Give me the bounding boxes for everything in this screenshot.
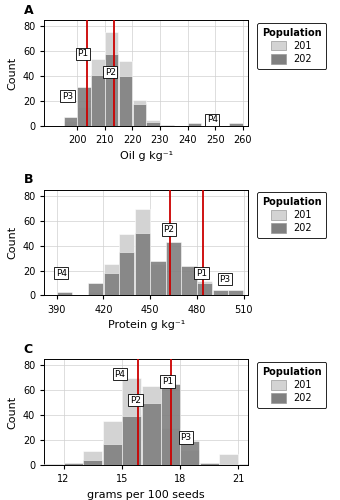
Legend: 201, 202: 201, 202	[257, 22, 326, 69]
Text: P4: P4	[115, 370, 125, 378]
Bar	[64, 117, 77, 126]
X-axis label: grams per 100 seeds: grams per 100 seeds	[87, 490, 205, 500]
Text: P4: P4	[56, 268, 67, 278]
Bar	[104, 264, 119, 296]
Bar	[219, 454, 238, 465]
Bar	[181, 442, 200, 465]
Bar	[105, 32, 119, 126]
Bar	[200, 464, 219, 465]
Bar	[181, 450, 200, 465]
Bar	[119, 76, 132, 126]
Y-axis label: Count: Count	[7, 226, 17, 259]
Bar	[212, 290, 228, 296]
Text: P3: P3	[219, 275, 231, 284]
Legend: 201, 202: 201, 202	[257, 192, 326, 238]
Text: P2: P2	[130, 396, 141, 404]
Bar	[122, 378, 141, 465]
Bar	[160, 124, 174, 126]
Bar	[104, 273, 119, 295]
Bar	[135, 210, 150, 296]
Y-axis label: Count: Count	[7, 396, 17, 428]
Bar	[64, 462, 83, 465]
Bar	[78, 108, 91, 126]
Bar	[188, 124, 201, 126]
Bar	[119, 234, 134, 296]
Text: P1: P1	[162, 377, 173, 386]
Bar	[166, 294, 181, 296]
Bar	[91, 58, 105, 126]
Bar	[212, 294, 228, 296]
Bar	[150, 260, 166, 296]
Text: C: C	[24, 343, 33, 356]
Bar	[83, 460, 102, 465]
Text: B: B	[24, 174, 33, 186]
Text: P4: P4	[207, 115, 218, 124]
Text: P1: P1	[196, 268, 207, 278]
Bar	[150, 264, 166, 296]
Bar	[64, 121, 77, 126]
Bar	[45, 464, 64, 465]
Bar	[166, 242, 181, 296]
Text: P3: P3	[181, 433, 192, 442]
Text: P2: P2	[105, 68, 116, 77]
Bar	[45, 464, 64, 465]
Bar	[91, 75, 105, 126]
Bar	[197, 283, 212, 296]
Text: P2: P2	[163, 225, 174, 234]
Bar	[119, 252, 134, 296]
Legend: 201, 202: 201, 202	[257, 362, 326, 408]
Bar	[103, 444, 122, 465]
X-axis label: Oil g kg⁻¹: Oil g kg⁻¹	[120, 150, 173, 160]
Bar	[161, 384, 180, 465]
Bar	[105, 54, 119, 126]
Bar	[83, 452, 102, 465]
Bar	[88, 292, 103, 296]
Bar	[57, 294, 72, 296]
Bar	[146, 120, 160, 126]
Y-axis label: Count: Count	[7, 56, 17, 90]
Bar	[78, 88, 91, 126]
X-axis label: Protein g kg⁻¹: Protein g kg⁻¹	[107, 320, 185, 330]
Text: P3: P3	[62, 92, 73, 100]
Bar	[239, 464, 258, 465]
Bar	[146, 122, 160, 126]
Bar	[103, 422, 122, 465]
Bar	[57, 292, 72, 296]
Bar	[229, 124, 242, 126]
Bar	[133, 100, 146, 126]
Bar	[141, 402, 160, 465]
Text: A: A	[24, 4, 33, 17]
Bar	[228, 290, 243, 296]
Bar	[88, 283, 103, 296]
Bar	[161, 428, 180, 465]
Bar	[122, 416, 141, 465]
Bar	[141, 386, 160, 465]
Bar	[119, 61, 132, 126]
Bar	[182, 266, 197, 296]
Bar	[133, 104, 146, 126]
Text: P1: P1	[77, 49, 88, 58]
Bar	[200, 462, 219, 465]
Bar	[197, 280, 212, 295]
Bar	[135, 233, 150, 296]
